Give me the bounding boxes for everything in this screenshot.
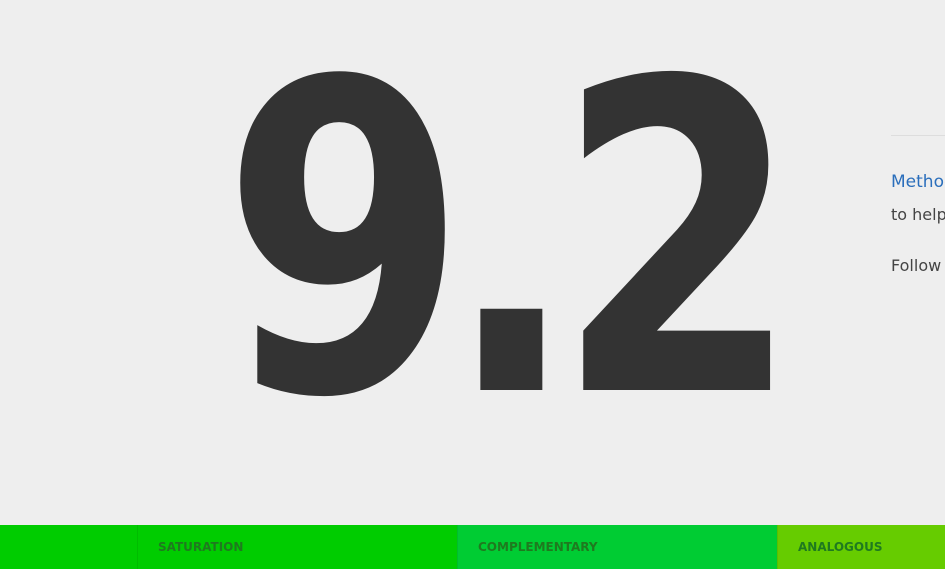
score-value: 9.2 (222, 0, 801, 492)
bar-lead-swatch (0, 525, 137, 569)
side-text-line-2: Follow (891, 256, 942, 275)
tab-complementary[interactable]: COMPLEMENTARY (457, 525, 777, 569)
color-scheme-bar: SATURATION COMPLEMENTARY ANALOGOUS (0, 525, 945, 569)
side-text-line-1: to help (891, 205, 945, 224)
tab-saturation[interactable]: SATURATION (137, 525, 457, 569)
methodology-link[interactable]: Methoc (891, 172, 945, 192)
tab-analogous[interactable]: ANALOGOUS (777, 525, 945, 569)
side-divider (891, 135, 945, 136)
side-panel: Methoc to help Follow (891, 0, 945, 520)
